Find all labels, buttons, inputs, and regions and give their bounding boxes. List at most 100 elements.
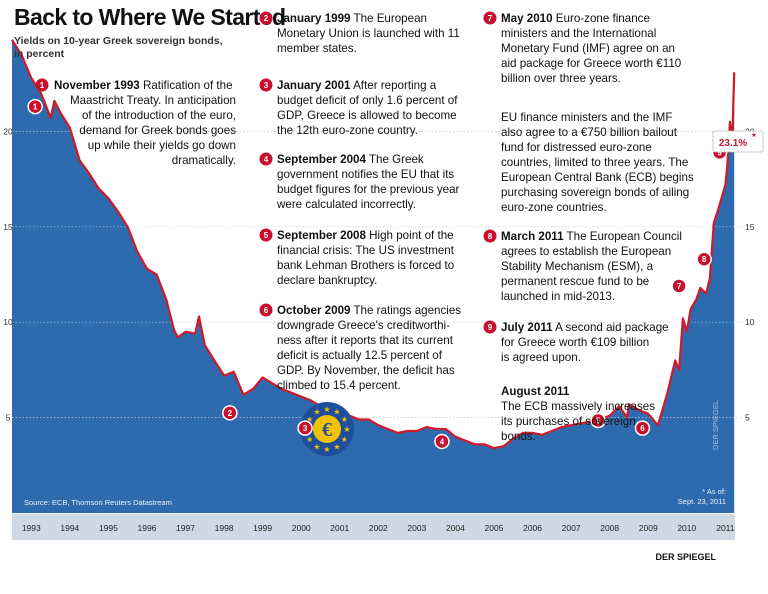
annotation-line: ministers and the International [501, 27, 656, 40]
annotation-badge [259, 228, 273, 242]
annotation-text: The Greek [366, 153, 424, 166]
annotation-text: The European Council [564, 230, 682, 243]
event-marker-number: 3 [303, 424, 308, 433]
annotation-line: billion over three years. [501, 72, 621, 85]
annotation-head: May 2010 [501, 12, 553, 25]
annotation-line: Monetary Fund (IMF) agree on an [501, 42, 675, 55]
event-marker-badge [434, 433, 450, 450]
annotation-number: 6 [264, 306, 269, 315]
annotation-badge [483, 11, 497, 25]
annotation-line: ness after it reports that its current [277, 334, 454, 347]
year-label: 2009 [639, 523, 658, 533]
event-marker: 7 [671, 278, 687, 294]
annotation-number: 8 [488, 232, 493, 241]
annotation-number: 9 [488, 323, 493, 332]
y-tick-right: 15 [745, 222, 755, 232]
subtitle-line-1: Yields on 10-year Greek sovereign bonds, [14, 35, 223, 47]
event-marker-badge [27, 98, 43, 115]
euro-star-icon: ★ [306, 435, 313, 444]
year-label: 1997 [176, 523, 195, 533]
annotation-line: Monetary Union is launched with 11 [277, 27, 460, 40]
y-tick-left: 5 [6, 413, 11, 423]
annotation-number: 7 [488, 14, 493, 23]
annotation-head: January 1999 [277, 12, 351, 25]
annotation-line: government notifies the EU that its [277, 168, 454, 181]
event-marker: 6 [634, 420, 651, 436]
annotation-line: aid package for Greece worth €110 [501, 57, 681, 70]
year-label: 1995 [99, 523, 118, 533]
event-marker: 1 [27, 98, 43, 115]
euro-emblem: ★★★★★★★★★★★★ € [300, 402, 354, 456]
annotations: 1 November 1993 Ratification of the Maastr… [35, 11, 694, 443]
annotation-a3: 3 January 2001 After reporting a budget de… [259, 78, 458, 137]
credit: DER SPIEGEL [655, 552, 716, 562]
yield-line [11, 39, 736, 450]
euro-star-icon: ★ [306, 415, 313, 424]
event-marker: 8 [696, 251, 712, 267]
year-label: 2002 [369, 523, 388, 533]
annotation-line: were calculated incorrectly. [276, 198, 416, 211]
euro-star-icon: ★ [313, 442, 320, 451]
event-marker-number: 6 [640, 424, 645, 433]
asof-line-1: * As of: [702, 487, 726, 496]
annotation-line: for Greece worth €109 billion [501, 336, 649, 349]
annotation-line: Stability Mechanism (ESM), a [501, 260, 654, 273]
chart-title: Back to Where We Started [14, 4, 285, 30]
annotation-badge [259, 11, 273, 25]
annotation-line: of the introduction of the euro, [82, 109, 236, 122]
annotation-a7b: EU finance ministers and the IMF also agr… [501, 111, 694, 214]
annotation-number: 3 [264, 81, 269, 90]
event-marker-badge [671, 278, 687, 294]
gridlines [12, 131, 742, 418]
annotation-line: agrees to establish the European [501, 245, 671, 258]
peak-label-box [712, 130, 764, 153]
year-label: 2006 [523, 523, 542, 533]
annotation-line: March 2011 The European Council [501, 230, 682, 243]
euro-star-icon: ★ [333, 408, 340, 417]
annotation-line: The ECB massively increases [501, 400, 655, 413]
source-note: Source: ECB, Thomson Reuters Datastream [24, 498, 172, 507]
annotation-line: deficit is actually 12.5 percent of [277, 349, 443, 362]
annotation-a2: 2 January 1999 The European Monetary Union… [259, 11, 460, 55]
annotation-a7: 7 May 2010 Euro-zone finance ministers and… [483, 11, 681, 85]
event-marker-number: 4 [440, 437, 445, 446]
annotation-line: September 2004 The Greek [277, 153, 424, 166]
annotation-line: budget deficit of only 1.6 percent of [277, 94, 458, 107]
annotation-line: financial crisis: The US investment [277, 244, 455, 257]
annotation-a10: August 2011 The ECB massively increases it… [501, 385, 655, 443]
annotation-line: May 2010 Euro-zone finance [501, 12, 650, 25]
annotation-line: purchasing sovereign bonds of ailing [501, 186, 689, 199]
annotation-line: bank Lehman Brothers is forced to [277, 259, 454, 272]
annotation-text: The ratings agencies [350, 304, 461, 317]
annotation-line: launched in mid-2013. [501, 290, 615, 303]
event-markers: 1 2 3 4 5 6 7 8 9 [27, 98, 728, 450]
annotation-badge [259, 303, 273, 317]
annotation-a1: 1 November 1993 Ratification of the Maastr… [35, 78, 236, 167]
annotation-a4: 4 September 2004 The Greek government noti… [259, 152, 460, 211]
euro-star-icon: ★ [313, 408, 320, 417]
event-marker-number: 2 [228, 409, 233, 418]
asof-line-2: Sept. 23, 2011 [678, 497, 726, 506]
annotation-line: declare bankruptcy. [277, 274, 377, 287]
euro-star-icon: ★ [323, 405, 330, 414]
annotation-text: Euro-zone finance [553, 12, 650, 25]
annotation-line: dramatically. [172, 154, 236, 167]
annotation-head: September 2008 [277, 229, 366, 242]
event-marker-number: 9 [717, 148, 722, 157]
annotation-line: also agree to a €750 billion bailout [501, 126, 678, 139]
annotation-line: up while their yields go down [88, 139, 236, 152]
annotation-line: October 2009 The ratings agencies [277, 304, 461, 317]
annotation-head: January 2001 [277, 79, 351, 92]
x-axis-band [12, 514, 735, 540]
annotation-line: January 1999 The European [277, 12, 427, 25]
annotation-a5: 5 September 2008 High point of the financi… [259, 228, 455, 287]
annotation-line: GDP, Greece is allowed to become [277, 109, 457, 122]
y-tick-left: 15 [3, 222, 13, 232]
peak-label: 23.1% [719, 138, 747, 149]
annotation-line: euro-zone countries. [501, 201, 607, 214]
annotation-head: September 2004 [277, 153, 366, 166]
y-tick-right: 5 [745, 413, 750, 423]
event-marker-badge [297, 420, 313, 436]
annotation-line: downgrade Greece's creditworthi- [277, 319, 450, 332]
annotation-badge [259, 78, 273, 92]
